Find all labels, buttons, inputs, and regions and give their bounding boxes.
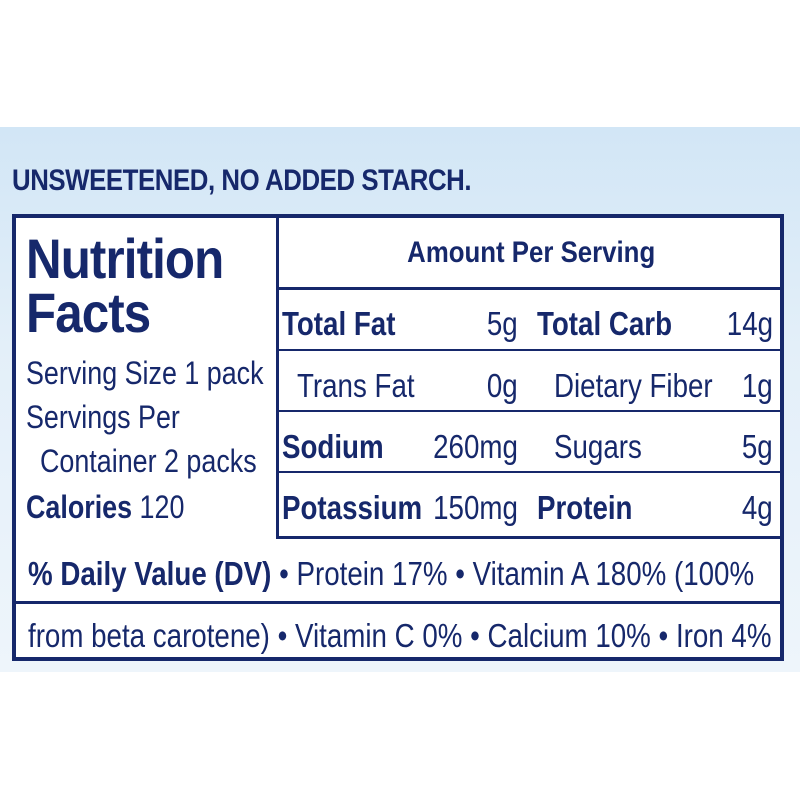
sugars-label: Sugars (554, 428, 642, 465)
total-fat-value: 5g (487, 305, 518, 342)
title-line-2: Facts (26, 281, 151, 344)
nutrition-facts-panel: Nutrition Facts Serving Size 1 pack Serv… (12, 214, 784, 661)
calories: Calories 120 (26, 490, 184, 524)
sodium-value: 260mg (433, 428, 518, 465)
total-carb-value: 14g (726, 305, 773, 342)
sodium-label: Sodium (282, 428, 384, 465)
row-rule-2 (279, 410, 783, 412)
trans-fat-label: Trans Fat (297, 367, 415, 404)
amount-per-serving-header: Amount Per Serving (406, 236, 656, 269)
total-fat-label: Total Fat (282, 305, 396, 342)
servings-per-line-2: Container 2 packs (40, 443, 257, 479)
title-line-1: Nutrition (26, 227, 224, 290)
row-rule-3 (279, 471, 783, 473)
nutrition-facts-title: Nutrition Facts (26, 227, 224, 344)
dietary-fiber-value: 1g (742, 367, 773, 404)
calories-label: Calories (26, 489, 133, 525)
protein-value: 4g (742, 489, 773, 526)
servings-per-line-1: Servings Per (26, 399, 180, 435)
protein-label: Protein (537, 489, 633, 526)
daily-value-line-2: from beta carotene) • Vitamin C 0% • Cal… (28, 617, 772, 654)
amount-per-serving-box: Amount Per Serving Total Fat 5g Total Ca… (276, 218, 783, 539)
trans-fat-value: 0g (487, 367, 518, 404)
daily-value-line-1: % Daily Value (DV) • Protein 17% • Vitam… (28, 554, 754, 594)
potassium-value: 150mg (433, 489, 518, 526)
daily-value-line-1-text: • Protein 17% • Vitamin A 180% (100% (271, 555, 755, 592)
calories-value: 120 (139, 489, 185, 525)
headline: UNSWEETENED, NO ADDED STARCH. (12, 164, 472, 197)
dietary-fiber-label: Dietary Fiber (554, 367, 713, 404)
serving-size: Serving Size 1 pack (26, 355, 264, 391)
potassium-label: Potassium (282, 489, 423, 526)
row-rule-1 (279, 349, 783, 351)
daily-value-rule (16, 601, 780, 604)
total-carb-label: Total Carb (537, 305, 673, 342)
daily-value-label: % Daily Value (DV) (28, 555, 272, 592)
sugars-value: 5g (742, 428, 773, 465)
header-rule (279, 287, 783, 290)
